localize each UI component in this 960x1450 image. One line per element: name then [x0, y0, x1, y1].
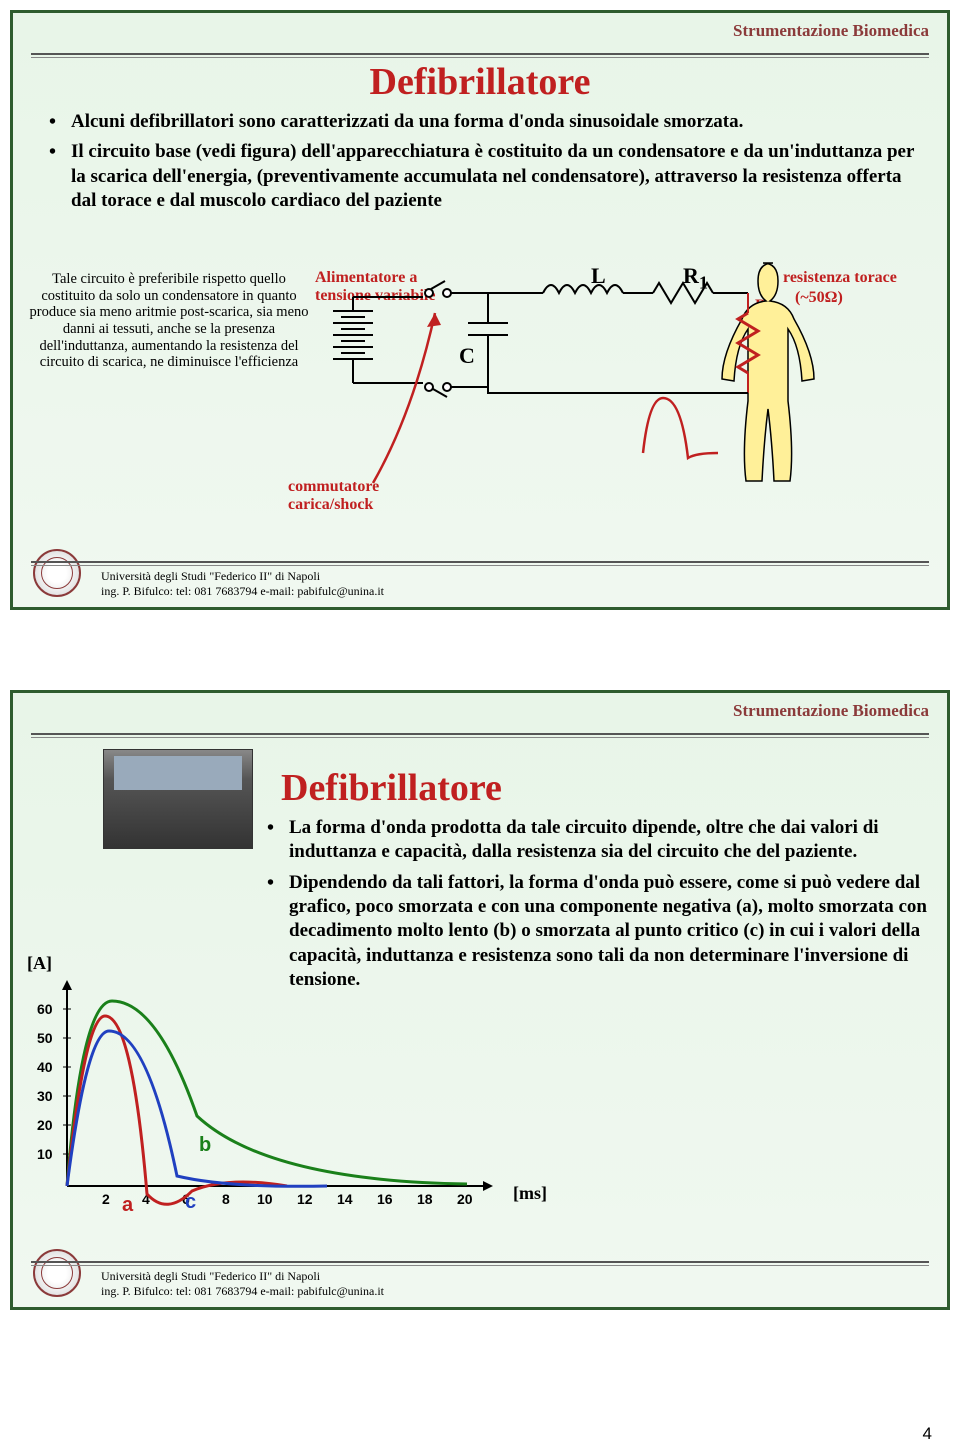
- footer-line1: Università degli Studi "Federico II" di …: [31, 569, 929, 584]
- footer: Università degli Studi "Federico II" di …: [31, 1261, 929, 1299]
- svg-text:30: 30: [37, 1088, 53, 1104]
- svg-text:2: 2: [102, 1191, 110, 1207]
- battery-icon: [333, 297, 373, 383]
- svg-text:60: 60: [37, 1001, 53, 1017]
- svg-text:40: 40: [37, 1059, 53, 1075]
- bullet-item: La forma d'onda prodotta da tale circuit…: [267, 816, 929, 865]
- side-note: Tale circuito è preferibile rispetto que…: [29, 271, 309, 371]
- bullet-list: Alcuni defibrillatori sono caratterizzat…: [31, 110, 929, 213]
- svg-text:20: 20: [37, 1117, 53, 1133]
- svg-text:18: 18: [417, 1191, 433, 1207]
- curve-b: [67, 1001, 467, 1186]
- footer-line1: Università degli Studi "Federico II" di …: [31, 1269, 929, 1284]
- header-tag: Strumentazione Biomedica: [733, 21, 929, 41]
- bullet-item: Il circuito base (vedi figura) dell'appa…: [49, 140, 929, 213]
- svg-text:8: 8: [222, 1191, 230, 1207]
- arrow-head: [427, 313, 441, 327]
- slide-title: Defibrillatore: [281, 766, 929, 810]
- footer-line2: ing. P. Bifulco: tel: 081 7683794 e-mail…: [31, 1284, 929, 1299]
- defibrillator-photo: [103, 749, 253, 849]
- footer-line2: ing. P. Bifulco: tel: 081 7683794 e-mail…: [31, 584, 929, 599]
- circuit-diagram: [313, 253, 933, 533]
- svg-text:50: 50: [37, 1030, 53, 1046]
- slide-1: Strumentazione Biomedica Defibrillatore …: [10, 10, 950, 610]
- svg-text:20: 20: [457, 1191, 473, 1207]
- arrow-commutatore: [373, 313, 435, 483]
- waveform-chart: [A] 60 50 40 30 20 10 2 4 6 8 10: [27, 953, 287, 1241]
- chart-svg: 60 50 40 30 20 10 2 4 6 8 10 12 14 16 18…: [27, 976, 507, 1236]
- body-outline: [722, 263, 814, 481]
- x-ticks: 2 4 6 8 10 12 14 16 18 20: [102, 1191, 473, 1207]
- slide-2: Strumentazione Biomedica Defibrillatore …: [10, 690, 950, 1310]
- header-tag: Strumentazione Biomedica: [733, 701, 929, 721]
- svg-text:10: 10: [257, 1191, 273, 1207]
- bullet-item: Alcuni defibrillatori sono caratterizzat…: [49, 110, 929, 134]
- curve-b-label: b: [199, 1134, 211, 1156]
- svg-text:16: 16: [377, 1191, 393, 1207]
- bullet-list: La forma d'onda prodotta da tale circuit…: [261, 816, 929, 992]
- page-number: 4: [923, 1424, 932, 1444]
- svg-text:10: 10: [37, 1146, 53, 1162]
- y-axis-label: [A]: [27, 953, 287, 974]
- svg-text:12: 12: [297, 1191, 313, 1207]
- pulse-waveform: [643, 398, 718, 458]
- y-ticks: 60 50 40 30 20 10: [37, 1001, 71, 1162]
- curve-c-label: c: [185, 1191, 196, 1213]
- curve-a-label: a: [122, 1194, 134, 1216]
- footer: Università degli Studi "Federico II" di …: [31, 561, 929, 599]
- wires: [353, 281, 758, 397]
- svg-text:14: 14: [337, 1191, 353, 1207]
- bullet-item: Dipendendo da tali fattori, la forma d'o…: [267, 871, 929, 993]
- x-axis-label: [ms]: [513, 1183, 547, 1204]
- slide-title: Defibrillatore: [31, 60, 929, 104]
